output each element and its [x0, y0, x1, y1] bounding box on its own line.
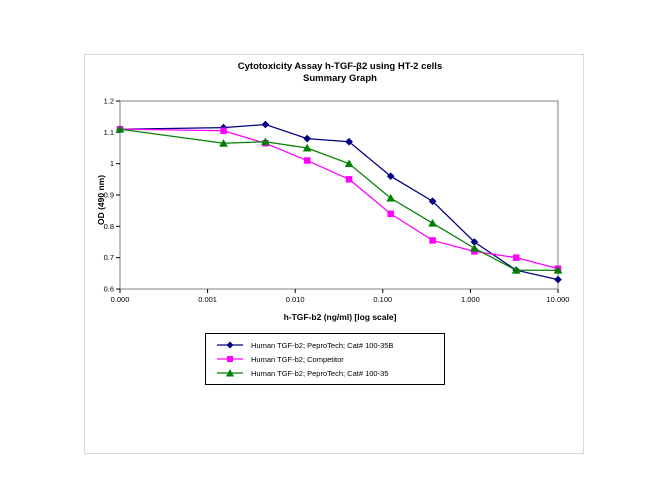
series-1-marker — [303, 157, 311, 164]
series-0-marker — [428, 197, 437, 206]
series-0-marker — [554, 275, 562, 284]
x-tick-label: 0.000 — [111, 295, 130, 304]
series-line-2 — [119, 128, 558, 271]
x-axis-title: h-TGF-b2 (ng/ml) [log scale] — [283, 312, 397, 322]
series-1-marker — [512, 254, 520, 261]
x-tick-label: 0.100 — [373, 295, 392, 304]
x-tick-label: 1.000 — [461, 295, 480, 304]
legend-box: Human TGF-b2; PeproTech; Cat# 100-35B Hum… — [205, 333, 445, 385]
series-0-marker — [261, 120, 270, 129]
y-tick-label: 1.2 — [104, 97, 114, 106]
series-2-marker — [260, 137, 270, 146]
series-2-marker — [302, 143, 312, 152]
legend-label: Human TGF-b2; Competitor — [251, 354, 344, 364]
chart-title: Cytotoxicity Assay h-TGF-β2 using HT-2 c… — [237, 61, 443, 72]
x-tick-label: 0.001 — [198, 295, 217, 304]
y-tick-label: 1 — [110, 159, 114, 168]
series-2-marker — [511, 265, 521, 274]
y-tick-label: 0.7 — [104, 253, 114, 262]
legend-label: Human TGF-b2; PeproTech; Cat# 100-35 — [251, 368, 389, 378]
series-0-marker — [303, 134, 312, 143]
series-0-marker — [345, 137, 354, 146]
series-2-marker — [115, 124, 125, 133]
series-2-marker — [344, 159, 354, 168]
legend-sample-diamond-icon — [217, 341, 243, 349]
legend-item: Human TGF-b2; Competitor — [206, 352, 444, 366]
legend-sample-square-icon — [217, 356, 243, 362]
series-1-marker — [387, 210, 394, 218]
chart-title-block: Cytotoxicity Assay h-TGF-β2 using HT-2 c… — [125, 61, 555, 85]
legend-label: Human TGF-b2; PeproTech; Cat# 100-35B — [251, 340, 394, 350]
series-0-marker — [386, 172, 395, 181]
series-2-marker — [469, 243, 479, 252]
y-tick-label: 0.9 — [104, 191, 114, 200]
series-2-marker — [219, 138, 228, 147]
legend-item: Human TGF-b2; PeproTech; Cat# 100-35 — [206, 366, 444, 380]
series-line-1 — [119, 128, 559, 270]
series-1-marker — [429, 237, 436, 244]
chart-subtitle: Summary Graph — [303, 73, 377, 84]
legend-item: Human TGF-b2; PeproTech; Cat# 100-35B — [206, 338, 444, 352]
series-1-marker — [220, 127, 227, 135]
series-2-marker — [553, 265, 563, 274]
series-1-marker — [345, 176, 353, 183]
legend-sample-triangle-icon — [217, 369, 243, 377]
series-2-marker — [386, 193, 396, 202]
plot-border — [119, 100, 559, 290]
y-tick-label: 0.6 — [104, 285, 114, 294]
series-line-0 — [119, 123, 559, 281]
x-tick-label: 0.010 — [286, 295, 305, 304]
x-tick-label: 10.000 — [547, 295, 570, 304]
y-tick-label: 1.1 — [104, 128, 114, 137]
y-axis-title: OD (490 nm) — [96, 174, 106, 226]
series-2-marker — [428, 218, 438, 227]
y-tick-label: 0.8 — [104, 222, 114, 231]
